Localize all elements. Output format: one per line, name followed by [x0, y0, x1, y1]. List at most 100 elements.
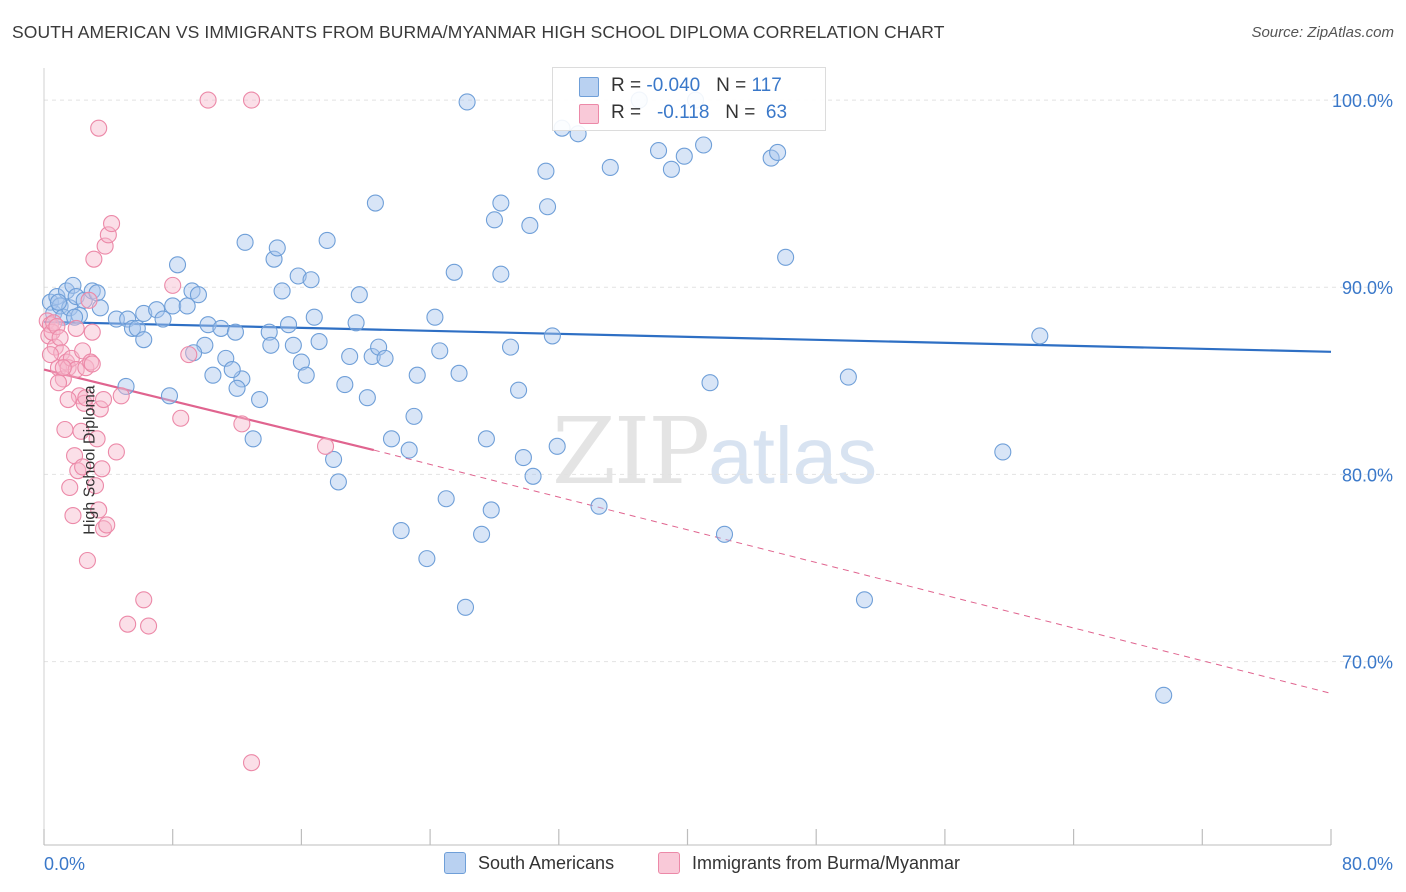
legend-swatch-south-americans: [444, 852, 466, 874]
point-south-americans: [329, 473, 347, 491]
point-burma-myanmar: [78, 551, 96, 570]
point-burma-myanmar: [199, 91, 217, 109]
point-south-americans: [49, 293, 68, 311]
point-south-americans: [492, 265, 510, 283]
x-tick-label-max: 80.0%: [1342, 854, 1393, 874]
trend-line-burma-myanmar: [43, 368, 375, 452]
point-south-americans: [265, 250, 283, 268]
point-south-americans: [226, 323, 244, 341]
x-tick-label-min: 0.0%: [44, 854, 85, 874]
point-south-americans: [485, 211, 504, 229]
point-burma-myanmar: [88, 430, 106, 448]
point-burma-myanmar: [49, 374, 68, 392]
point-burma-myanmar: [94, 390, 113, 409]
point-south-americans: [1031, 327, 1049, 345]
legend-label-burma-myanmar: Immigrants from Burma/Myanmar: [692, 852, 961, 873]
point-south-americans: [223, 361, 241, 379]
chart-source: Source: ZipAtlas.com: [1251, 24, 1394, 41]
point-burma-myanmar: [98, 516, 116, 534]
point-south-americans: [601, 158, 619, 177]
point-south-americans: [228, 379, 246, 397]
point-south-americans: [701, 374, 719, 392]
point-south-americans: [289, 267, 307, 285]
point-burma-myanmar: [80, 291, 98, 309]
legend-item-south-americans: South Americans: [444, 852, 614, 874]
point-south-americans: [839, 368, 857, 386]
point-south-americans: [521, 216, 539, 235]
point-south-americans: [477, 430, 495, 448]
point-south-americans: [123, 319, 142, 337]
point-south-americans: [769, 143, 787, 162]
y-tick-label: 100.0%: [1332, 91, 1393, 111]
point-south-americans: [376, 349, 394, 367]
point-south-americans: [408, 366, 426, 384]
point-burma-myanmar: [86, 477, 105, 495]
point-south-americans: [302, 271, 320, 289]
point-burma-myanmar: [67, 319, 85, 337]
point-burma-myanmar: [180, 346, 198, 364]
chart-title: SOUTH AMERICAN VS IMMIGRANTS FROM BURMA/…: [12, 22, 945, 42]
point-south-americans: [284, 336, 302, 354]
axes: [43, 68, 1332, 846]
legend-swatch-blue: [579, 77, 599, 97]
point-burma-myanmar: [135, 591, 153, 609]
point-south-americans: [431, 342, 449, 360]
point-south-americans: [350, 286, 368, 304]
series-south-americans: [41, 91, 1173, 704]
point-south-americans: [510, 381, 528, 399]
point-south-americans: [189, 286, 207, 304]
point-burma-myanmar: [233, 415, 251, 433]
point-burma-myanmar: [107, 443, 125, 461]
point-south-americans: [236, 233, 254, 251]
point-south-americans: [524, 467, 542, 485]
n-label: N =: [725, 102, 761, 123]
point-south-americans: [537, 162, 555, 180]
legend-swatch-pink: [579, 104, 599, 124]
r-value-pink: -0.118: [656, 102, 710, 123]
point-south-americans: [543, 327, 561, 345]
point-burma-myanmar: [77, 389, 95, 407]
point-burma-myanmar: [41, 346, 59, 364]
point-south-americans: [649, 142, 668, 160]
point-south-americans: [135, 331, 153, 349]
point-burma-myanmar: [90, 501, 108, 519]
point-south-americans: [392, 522, 410, 540]
legend-row-blue: R = -0.040 N = 117: [611, 75, 782, 97]
point-south-americans: [538, 198, 557, 216]
point-south-americans: [148, 301, 166, 319]
point-south-americans: [168, 256, 187, 274]
point-south-americans: [777, 248, 795, 266]
legend-row-pink: R = -0.118 N = 63: [611, 102, 787, 124]
point-south-americans: [292, 353, 310, 371]
point-burma-myanmar: [242, 754, 261, 772]
point-south-americans: [212, 319, 230, 337]
point-south-americans: [310, 332, 328, 351]
y-tick-label: 80.0%: [1342, 465, 1393, 485]
point-burma-myanmar: [91, 400, 109, 418]
point-south-americans: [305, 308, 323, 326]
stats-legend: R = -0.040 N = 117 R = -0.118 N = 63: [552, 67, 826, 131]
point-south-americans: [204, 366, 222, 384]
point-south-americans: [67, 288, 85, 306]
point-south-americans: [405, 407, 423, 425]
point-burma-myanmar: [96, 237, 114, 255]
point-south-americans: [855, 591, 874, 609]
point-south-americans: [273, 282, 291, 300]
watermark-atlas: atlas: [708, 411, 878, 500]
point-south-americans: [501, 338, 520, 356]
y-axis-label: High School Diploma: [81, 385, 99, 535]
point-south-americans: [199, 316, 217, 334]
point-south-americans: [437, 490, 455, 508]
point-south-americans: [514, 449, 532, 467]
series-burma-myanmar: [38, 91, 335, 772]
trend-line-south-americans: [43, 320, 1332, 353]
point-south-americans: [268, 239, 286, 257]
point-south-americans: [445, 263, 463, 281]
watermark-zip: ZIP: [552, 398, 710, 505]
n-value-blue: 117: [751, 75, 782, 96]
point-south-americans: [164, 297, 182, 315]
point-south-americans: [366, 194, 384, 212]
point-south-americans: [456, 598, 475, 616]
legend-label-south-americans: South Americans: [478, 852, 615, 873]
